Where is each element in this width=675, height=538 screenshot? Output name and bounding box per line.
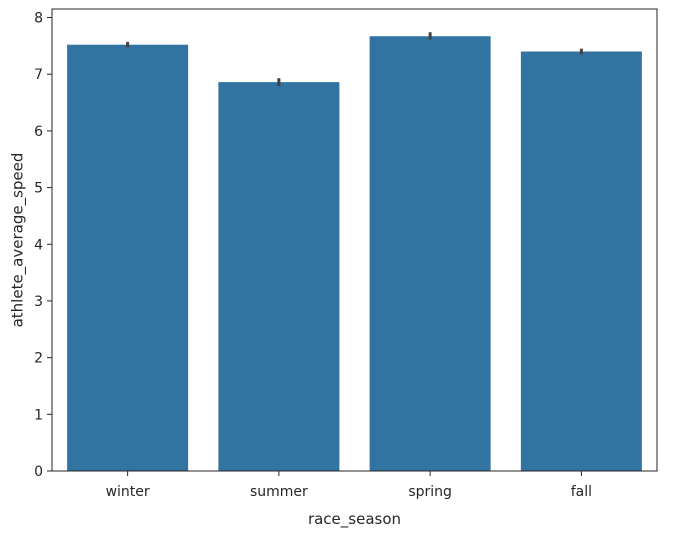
y-axis-label: athlete_average_speed xyxy=(9,153,28,328)
y-tick-label: 0 xyxy=(34,464,43,480)
y-tick-label: 8 xyxy=(34,11,43,27)
y-axis: 0 1 2 3 4 5 6 7 8 xyxy=(34,11,52,480)
bar-fall xyxy=(520,51,642,471)
y-tick-label: 1 xyxy=(34,407,43,423)
x-tick-label: spring xyxy=(408,484,452,500)
x-axis: winter summer spring fall xyxy=(106,471,592,500)
y-tick-label: 7 xyxy=(34,67,43,83)
x-tick-label: winter xyxy=(106,484,150,500)
y-tick-label: 2 xyxy=(34,351,43,367)
y-tick-label: 4 xyxy=(34,237,43,253)
y-tick-label: 5 xyxy=(34,181,43,197)
error-bars-layer xyxy=(126,32,583,87)
bar-spring xyxy=(369,36,491,472)
x-tick-label: fall xyxy=(571,484,592,500)
x-tick-label: summer xyxy=(250,484,308,500)
plot-frame xyxy=(51,8,658,472)
bar-summer xyxy=(218,82,340,472)
y-tick-label: 3 xyxy=(34,294,43,310)
y-tick-label: 6 xyxy=(34,124,43,140)
x-axis-label: race_season xyxy=(308,510,401,529)
bars-layer xyxy=(67,36,642,472)
bar-winter xyxy=(67,44,189,471)
